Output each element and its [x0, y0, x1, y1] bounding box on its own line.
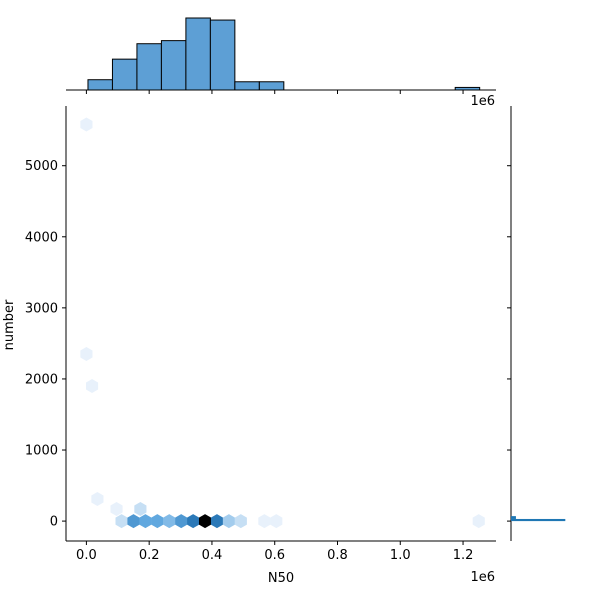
top-hist-bar-7 [258, 81, 285, 91]
hexbin-layer [80, 117, 485, 529]
x-tick-label-5: 1.0 [390, 548, 411, 563]
hexbin-14 [210, 514, 224, 529]
top-hist-bar-2 [136, 43, 162, 91]
hexbin-11 [175, 514, 188, 529]
hexbin-1 [80, 347, 93, 362]
y-tick-label-1: 1000 [25, 444, 58, 459]
hexbin-8 [139, 514, 152, 529]
hexbin-0 [80, 117, 93, 132]
top-hist-bar-0 [87, 79, 113, 91]
x-tick-label-4: 0.8 [327, 548, 348, 563]
y-tick-label-4: 4000 [25, 230, 58, 245]
hexbin-7 [127, 514, 140, 529]
x-tick-label-2: 0.4 [202, 548, 223, 563]
hexbin-5 [134, 502, 147, 517]
top-hist-bar-1 [111, 58, 138, 91]
x-tick-label-6: 1.2 [453, 548, 474, 563]
top-histogram [66, 17, 496, 94]
top-hist-bar-5 [209, 19, 236, 91]
hexbin-18 [270, 514, 283, 529]
hexbin-17 [258, 514, 271, 529]
hexbin-10 [163, 514, 176, 529]
hexbin-16 [234, 514, 247, 529]
y-tick-label-5: 5000 [25, 159, 58, 174]
hexbin-12 [187, 514, 200, 529]
hexbin-13 [198, 514, 212, 529]
x-tick-label-3: 0.6 [264, 548, 285, 563]
hexbin-15 [222, 514, 235, 529]
hexbin-19 [472, 514, 485, 529]
x-tick-label-0: 0.0 [76, 548, 97, 563]
hexbin-3 [91, 492, 104, 507]
x-axis-offset-label: 1e6 [470, 570, 495, 585]
y-tick-label-0: 0 [50, 515, 58, 530]
top-hist-offset-label: 1e6 [470, 94, 495, 109]
top-hist-bar-4 [185, 17, 211, 91]
right-hist-bar-0 [511, 518, 566, 522]
hexbin-9 [151, 514, 164, 529]
x-axis-label: N50 [268, 571, 294, 586]
y-tick-label-2: 2000 [25, 372, 58, 387]
axes-layer: 0.0 0.2 0.4 0.6 0.8 1.0 1.2 0 1000 2000 3000 4000 50… [25, 106, 496, 563]
top-hist-bar-3 [160, 40, 187, 91]
x-tick-label-1: 0.2 [139, 548, 160, 563]
hexbin-2 [85, 379, 99, 394]
hexbin-6 [115, 514, 128, 529]
y-tick-label-3: 3000 [25, 301, 58, 316]
right-hist-bar-1 [511, 516, 516, 519]
top-hist-bar-6 [234, 81, 260, 91]
y-axis-label: number [2, 299, 17, 350]
hexbin-4 [110, 502, 123, 517]
right-histogram [507, 106, 566, 541]
